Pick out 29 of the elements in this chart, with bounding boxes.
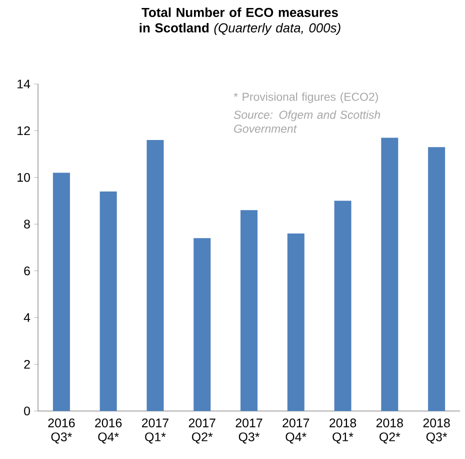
bar bbox=[240, 210, 258, 411]
x-tick-label: 2017 Q1* bbox=[142, 418, 168, 444]
bar bbox=[287, 233, 304, 411]
x-tick-label: 2017 Q2* bbox=[188, 418, 216, 444]
annotation: * Provisional figures (ECO2) bbox=[234, 92, 378, 104]
x-tick-label: 2016 Q4* bbox=[95, 418, 122, 444]
x-tick-label: 2017 Q4* bbox=[282, 418, 310, 444]
y-tick-label: 4 bbox=[24, 313, 30, 322]
y-tick-label: 8 bbox=[24, 220, 30, 229]
bar bbox=[52, 172, 70, 411]
bar bbox=[428, 147, 446, 411]
chart-title: Total Number of ECO measures in Scotland (Quarterly data, 000s) bbox=[140, 8, 340, 36]
bar bbox=[194, 238, 211, 411]
y-tick-label: 0 bbox=[24, 406, 30, 416]
y-tick-label: 2 bbox=[24, 360, 30, 369]
bar bbox=[381, 138, 398, 411]
bar bbox=[100, 191, 117, 411]
x-tick-label: 2018 Q3* bbox=[423, 418, 450, 444]
annotation: Source: Ofgem and Scottish Government bbox=[234, 110, 380, 133]
x-tick-label: 2016 Q3* bbox=[48, 418, 75, 444]
x-tick-label: 2017 Q3* bbox=[236, 418, 262, 444]
bar bbox=[146, 140, 164, 411]
bar bbox=[334, 200, 352, 411]
y-tick-label: 14 bbox=[18, 80, 30, 88]
x-tick-label: 2018 Q1* bbox=[330, 418, 356, 444]
y-tick-label: 6 bbox=[24, 266, 30, 276]
x-tick-label: 2018 Q2* bbox=[376, 418, 403, 444]
y-tick-label: 12 bbox=[18, 126, 30, 136]
y-tick-label: 10 bbox=[18, 173, 30, 182]
